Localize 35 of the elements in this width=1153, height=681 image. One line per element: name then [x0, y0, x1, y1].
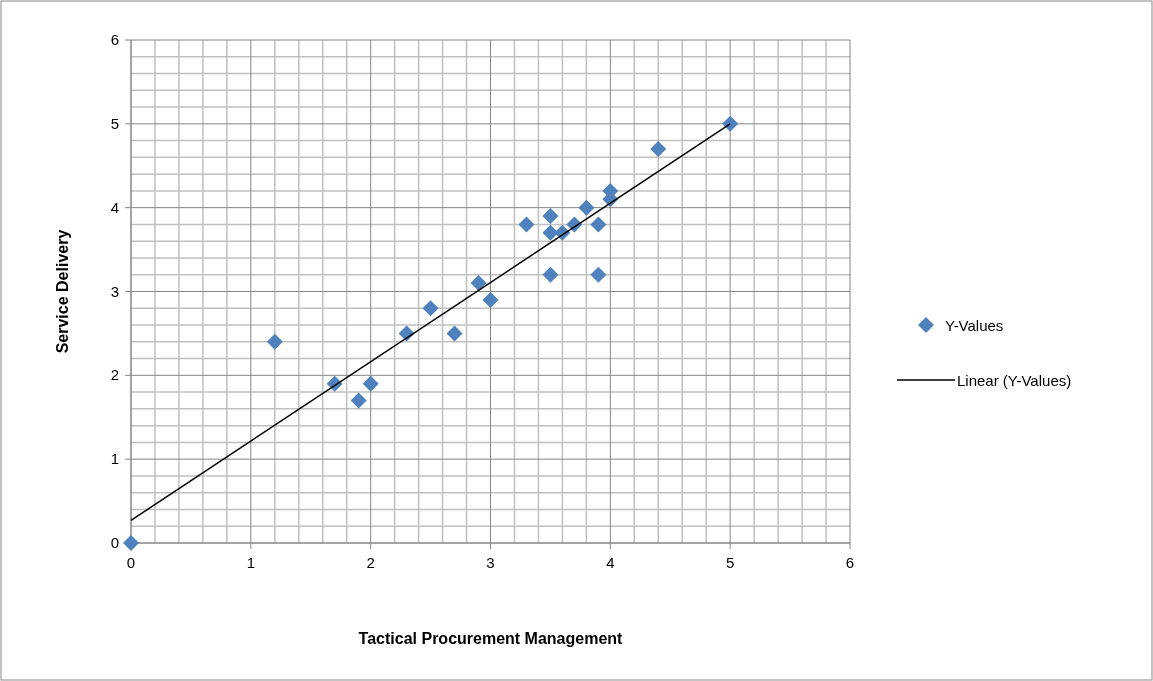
y-tick-label: 4	[110, 198, 119, 216]
y-tick-label: 6	[110, 31, 119, 48]
point	[446, 325, 463, 342]
point	[518, 216, 535, 233]
x-tick-label: 0	[126, 554, 136, 571]
point	[123, 535, 139, 551]
y-tick-label: 3	[110, 282, 119, 300]
x-tick-label: 4	[606, 554, 615, 571]
point	[542, 208, 559, 225]
point	[590, 266, 607, 283]
point	[590, 216, 607, 233]
legend-label: Y-Values	[945, 317, 1004, 334]
y-axis-title: Service Delivery	[54, 229, 71, 354]
point	[266, 333, 283, 350]
x-tick-label: 2	[366, 554, 375, 571]
point	[542, 224, 559, 241]
point	[350, 392, 367, 409]
y-tick-label: 1	[110, 450, 119, 468]
y-tick-label: 5	[110, 114, 119, 132]
x-tick-label: 5	[725, 554, 735, 571]
point	[422, 300, 439, 317]
x-tick-label: 6	[845, 554, 855, 571]
y-tick-label: 2	[110, 366, 119, 384]
point	[722, 115, 739, 132]
point	[470, 275, 487, 292]
point	[362, 375, 379, 392]
x-axis-title: Tactical Procurement Management	[358, 630, 624, 647]
point	[650, 140, 667, 157]
point	[542, 266, 559, 283]
point	[482, 291, 499, 308]
x-tick-label: 1	[246, 554, 256, 571]
legend-label: Linear (Y-Values)	[957, 372, 1072, 389]
point	[578, 199, 595, 216]
y-tick-label: 0	[110, 534, 119, 551]
x-tick-label: 3	[486, 554, 495, 571]
